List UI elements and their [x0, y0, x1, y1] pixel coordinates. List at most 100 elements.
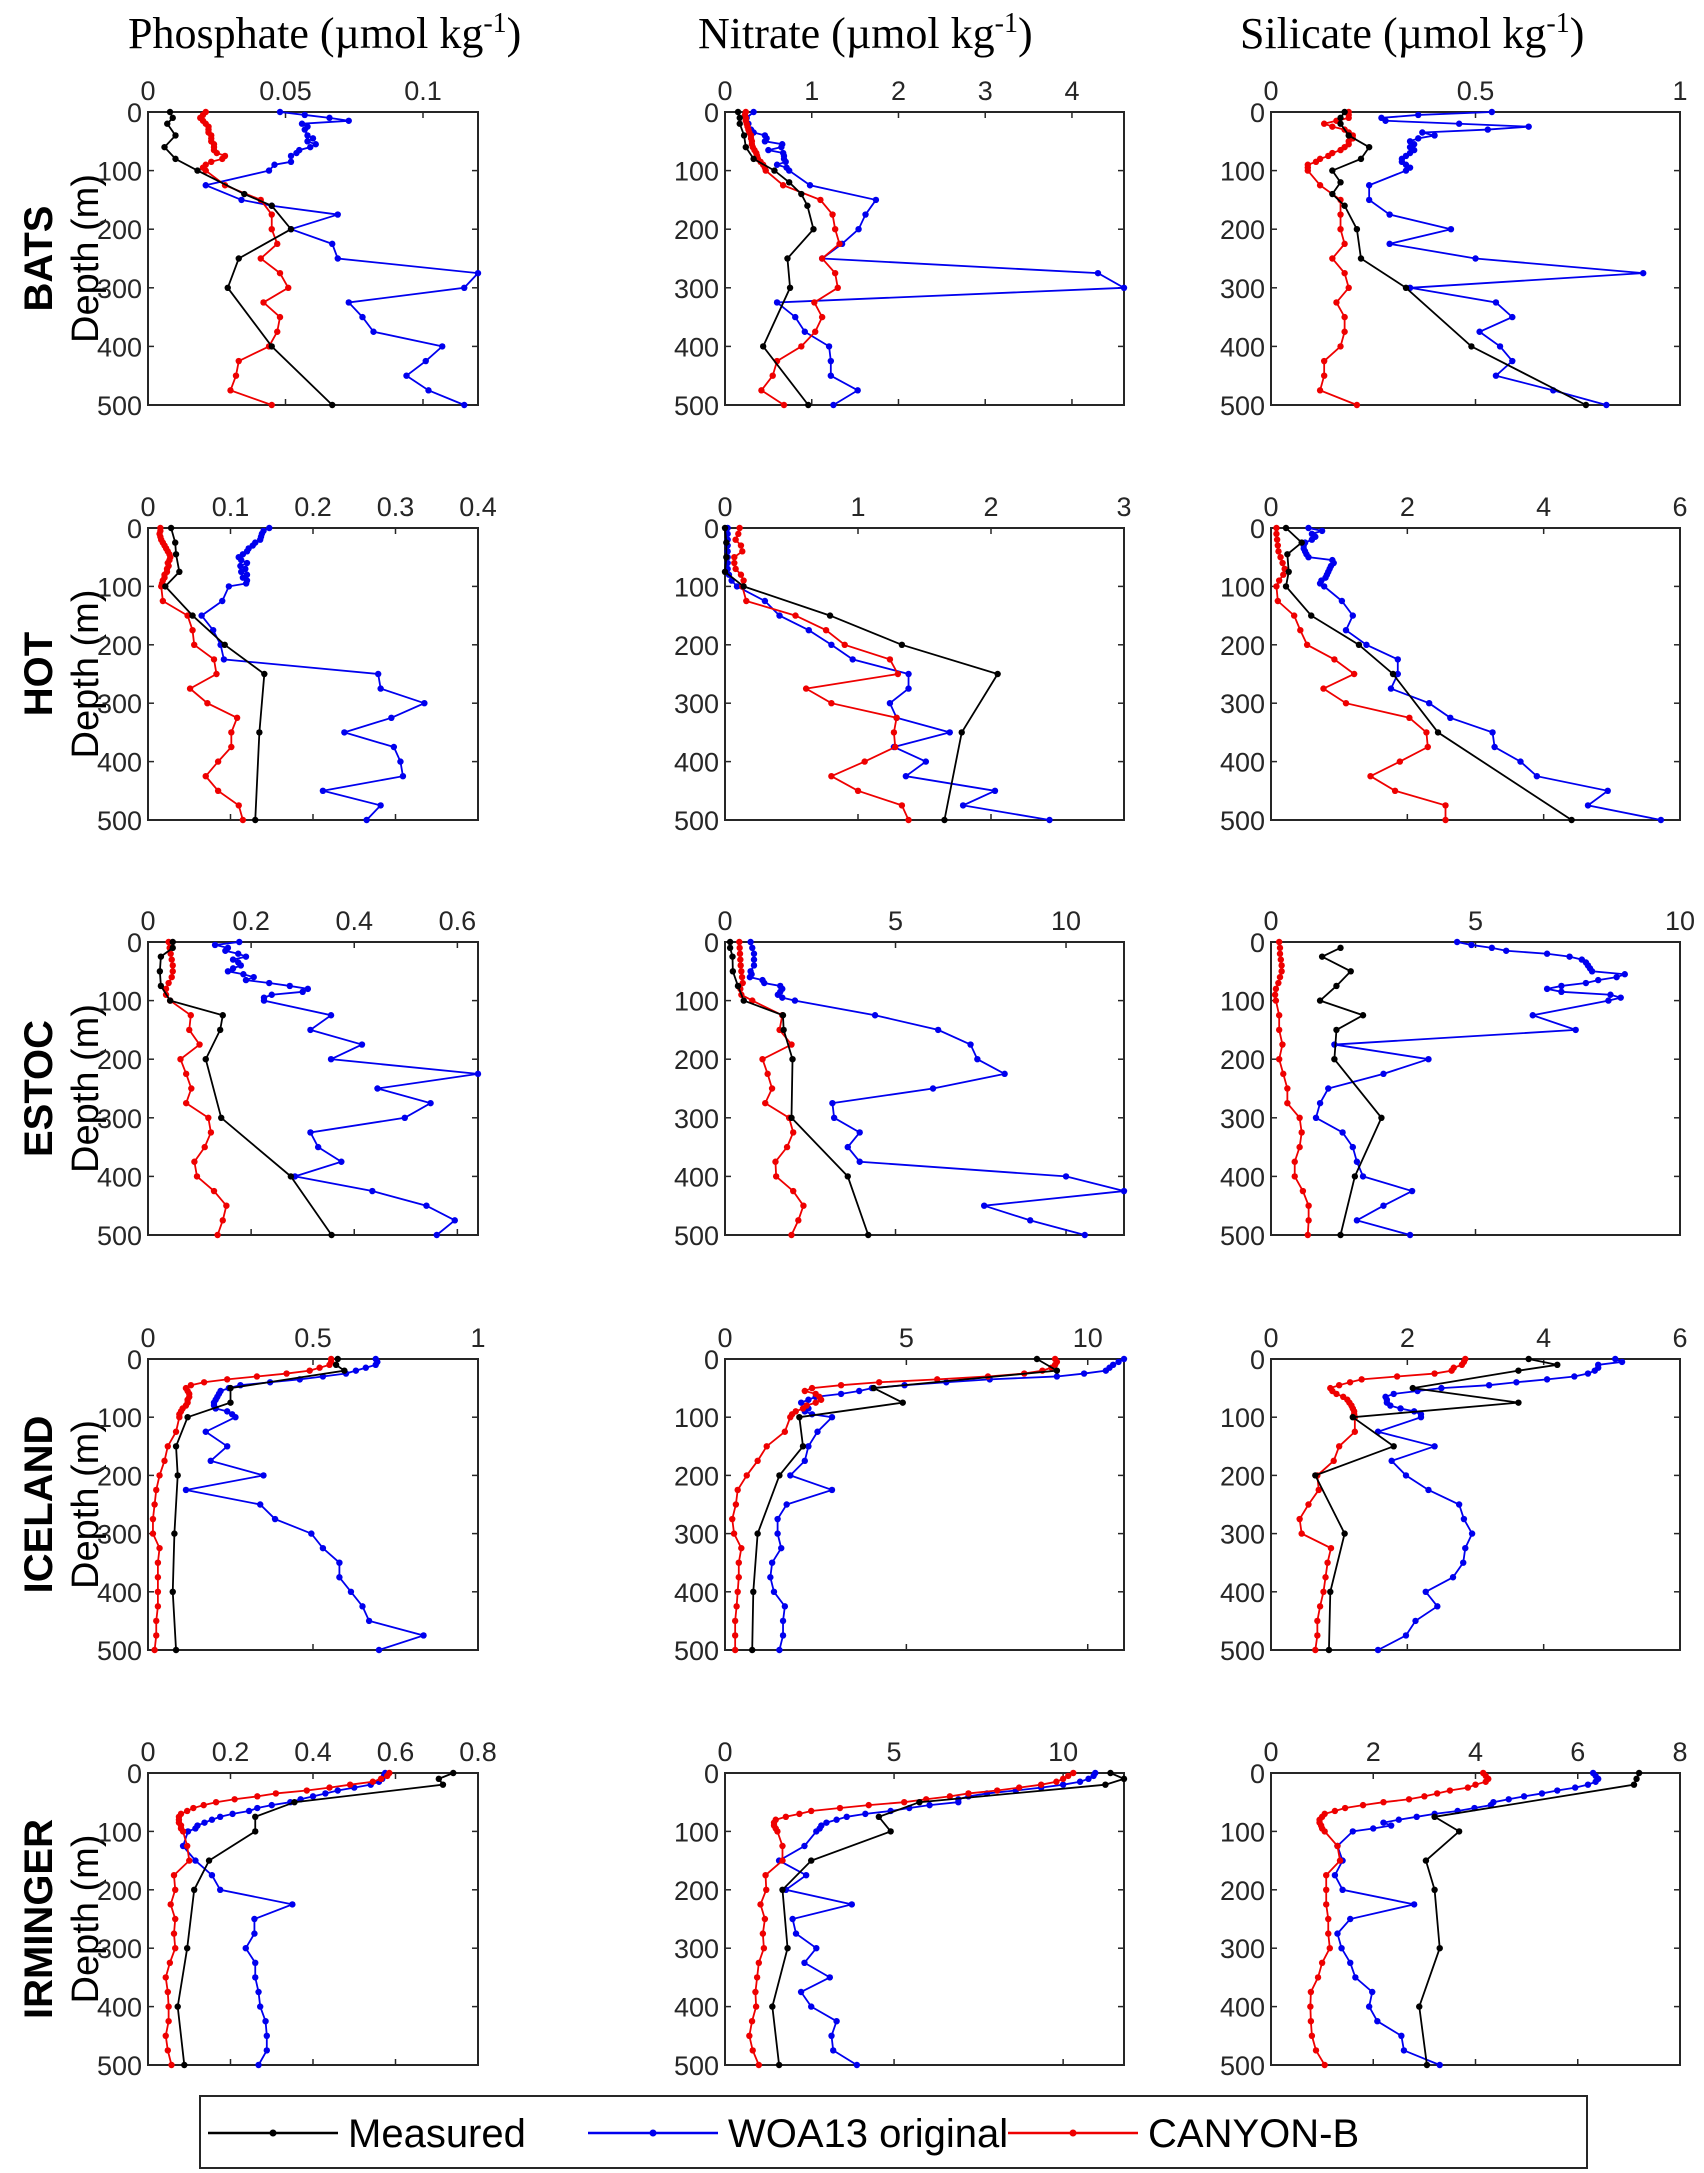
data-point	[1304, 1231, 1312, 1239]
data-point	[902, 773, 910, 780]
data-point	[210, 656, 218, 663]
panel-bats-phosphate: 0 0.05 0.1 0 100 200 300 400 500	[97, 76, 482, 421]
data-point	[723, 554, 730, 561]
data-point	[1468, 1530, 1476, 1537]
data-point	[871, 1012, 879, 1019]
data-point	[1273, 524, 1280, 532]
data-point	[1464, 1784, 1472, 1791]
series-line	[182, 1772, 387, 2066]
data-point	[1027, 1217, 1034, 1224]
data-point	[828, 641, 835, 648]
data-point	[1298, 539, 1305, 546]
data-point	[1349, 1143, 1357, 1151]
data-point	[1353, 1158, 1361, 1165]
y-tick-label: 500	[1220, 2051, 1265, 2081]
data-point	[176, 1414, 183, 1421]
data-point	[843, 1813, 850, 1821]
y-tick-label: 0	[127, 98, 142, 128]
y-axis-label: Depth (m)	[65, 1420, 107, 1589]
data-point	[754, 1457, 761, 1465]
y-tick-label: 100	[674, 1817, 719, 1847]
data-point	[789, 1056, 796, 1063]
series-line	[771, 1772, 1127, 2066]
data-point	[1277, 956, 1285, 963]
series-line	[202, 111, 480, 406]
row-label-estoc: ESTOC	[17, 1020, 61, 1157]
data-point	[341, 729, 348, 736]
data-point	[1315, 1486, 1322, 1494]
data-point	[1434, 1603, 1441, 1610]
data-point	[304, 138, 311, 145]
data-point	[1316, 1603, 1324, 1610]
data-point	[774, 1515, 781, 1523]
data-point	[1489, 729, 1496, 736]
data-point	[1482, 1778, 1489, 1785]
data-point	[1421, 1793, 1428, 1800]
data-point	[893, 714, 900, 721]
data-point	[736, 120, 743, 127]
data-point	[802, 685, 810, 692]
data-point	[805, 1443, 812, 1450]
data-point	[1449, 1574, 1457, 1581]
data-point	[731, 1617, 739, 1625]
data-point	[1431, 1813, 1438, 1821]
data-point	[299, 988, 306, 996]
data-point	[801, 1959, 808, 1967]
data-point	[1273, 583, 1280, 590]
legend-item-measured: Measured	[208, 2112, 526, 2156]
data-point	[237, 562, 244, 570]
legend-item-woa13-original: WOA13 original	[588, 2112, 1008, 2156]
data-point	[1584, 1370, 1592, 1377]
data-point	[784, 255, 791, 262]
data-point	[1595, 976, 1602, 984]
data-point	[1543, 1376, 1551, 1383]
data-point	[169, 968, 176, 975]
data-point	[1318, 527, 1326, 535]
data-point	[224, 1376, 231, 1383]
data-point	[1635, 1769, 1643, 1777]
data-point	[1393, 1373, 1401, 1380]
series-canyon-b	[1273, 524, 1449, 824]
data-point	[905, 816, 912, 824]
data-point	[1386, 211, 1393, 218]
row-label-hot: HOT	[17, 632, 61, 716]
data-point	[272, 1790, 280, 1797]
data-point	[740, 132, 748, 139]
data-point	[775, 2061, 783, 2069]
data-point	[1363, 641, 1370, 648]
series-canyon-b	[149, 1355, 335, 1654]
y-tick-label: 0	[704, 1345, 719, 1375]
x-tick-label: 0	[1263, 1323, 1278, 1353]
data-point	[763, 1443, 770, 1450]
data-point	[352, 1367, 360, 1374]
data-point	[788, 1041, 795, 1048]
data-point	[1284, 551, 1291, 558]
data-point	[1305, 1202, 1312, 1209]
data-point	[167, 950, 174, 957]
data-point	[1584, 1781, 1592, 1788]
data-point	[788, 1114, 795, 1122]
data-point	[287, 152, 295, 160]
data-point	[1402, 284, 1410, 291]
data-point	[1325, 1646, 1333, 1654]
y-tick-label: 100	[97, 572, 142, 602]
data-point	[1330, 1457, 1337, 1465]
data-point	[826, 1974, 834, 1981]
data-point	[813, 1945, 820, 1952]
data-point	[732, 1501, 740, 1508]
data-point	[812, 328, 819, 335]
data-point	[946, 729, 953, 736]
data-point	[804, 202, 811, 209]
data-point	[1274, 597, 1282, 605]
data-point	[828, 700, 835, 707]
data-point	[1446, 1787, 1454, 1794]
data-point	[1318, 953, 1326, 960]
data-point	[1571, 1373, 1578, 1380]
data-point	[224, 1408, 231, 1415]
data-point	[856, 1129, 863, 1136]
x-tick-label: 4	[1468, 1737, 1483, 1767]
data-point	[1436, 1945, 1443, 1952]
data-point	[899, 1399, 906, 1406]
data-point	[901, 1799, 908, 1806]
